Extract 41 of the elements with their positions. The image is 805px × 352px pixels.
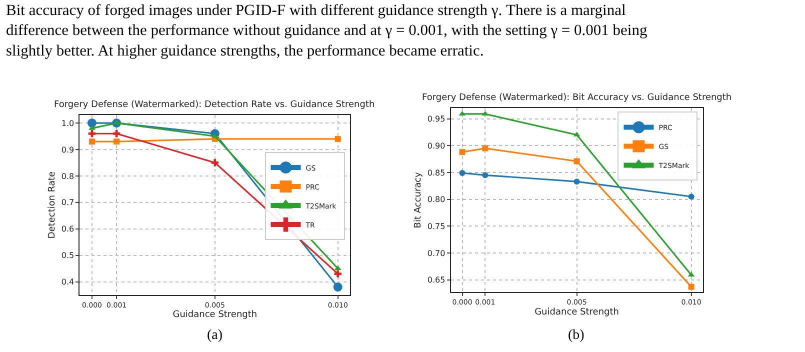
y-tick-label: 0.6 [61,224,74,234]
point [482,172,488,178]
y-tick-label: 0.85 [427,168,446,178]
point [334,270,342,278]
point [482,145,488,152]
y-axis-title: Detection Rate [48,170,58,239]
y-tick-label: 0.7 [61,198,74,208]
y-axis-title: Bit Accuracy [414,171,424,228]
point [87,118,96,128]
chart-title: Forgery Defense (Watermarked): Detection Rate vs. Guidance Strength [54,100,375,110]
y-tick-label: 0.95 [427,114,446,124]
y-tick-label: 0.5 [61,251,74,260]
point [334,136,341,142]
point [688,194,694,200]
point [114,138,120,145]
point [88,125,96,130]
point [574,158,580,164]
y-tick-label: 0.80 [427,195,446,204]
point [211,159,219,166]
point [459,170,466,176]
y-tick-label: 0.4 [61,278,74,287]
chart-title: Forgery Defense (Watermarked): Bit Accuracy vs. Guidance Strength [422,93,732,103]
text: (b) [568,328,585,343]
point [688,284,694,290]
y-tick-label: 0.9 [61,145,74,154]
x-axis-title: Guidance Strength [172,310,258,320]
point [88,138,95,145]
y-tick-label: 0.70 [427,248,446,258]
point [333,282,342,292]
y-tick-label: 0.90 [427,141,446,150]
point [88,130,96,138]
x-axis-title: Guidance Strength [534,307,619,318]
y-tick-label: 0.75 [427,222,446,231]
point [459,149,466,156]
text: Bit accuracy of forged images under PGID-F with different guidance strength γ. There is a marginal difference between the performance without guidance and at γ = 0.001, with the setting γ = 0.001 being slightly better. At higher guidance strengths, the performance became erratic. [6,2,648,60]
y-tick-label: 1.0 [61,118,74,128]
text: (a) [207,328,223,343]
point [112,130,120,138]
y-tick-label: 0.8 [61,172,74,181]
y-tick-label: 0.65 [427,276,446,285]
point [574,178,580,185]
